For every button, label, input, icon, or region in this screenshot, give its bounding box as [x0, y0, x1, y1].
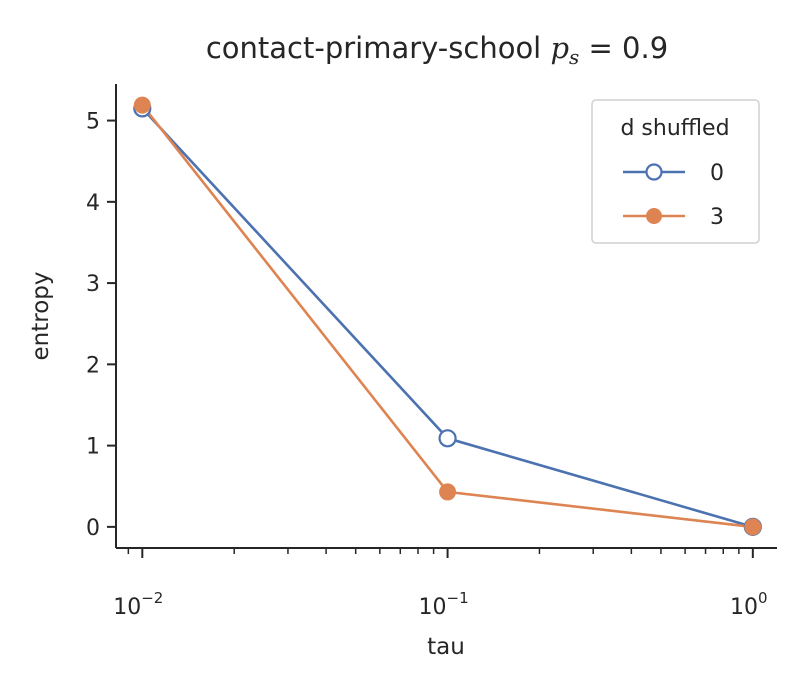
legend-marker-0: [645, 163, 663, 181]
chart-title-math-sub: s: [569, 45, 579, 69]
y-tick-label: 4: [86, 191, 100, 216]
y-axis-ticks: 0 1 2 3 4 5: [86, 110, 116, 541]
data-point-0: [438, 429, 457, 448]
y-tick-label: 3: [86, 272, 100, 297]
x-tick-label: 10−2: [113, 589, 163, 620]
x-tick-base: 10: [419, 595, 447, 620]
legend-title: d shuffled: [620, 116, 729, 141]
x-tick-label: 10−1: [419, 589, 469, 620]
y-tick-label: 2: [86, 353, 100, 378]
x-tick-label: 100: [730, 589, 768, 620]
legend: d shuffled 03: [591, 99, 760, 244]
y-tick-label: 5: [86, 110, 100, 135]
data-point-3: [133, 96, 151, 114]
y-tick-label: 0: [86, 516, 100, 541]
x-tick-base: 10: [113, 595, 141, 620]
y-axis-label: entropy: [28, 272, 54, 361]
legend-label-3: 3: [710, 205, 724, 230]
x-axis-ticks: 10−2 10−1 100: [113, 548, 768, 620]
x-tick-exponent: −1: [447, 589, 469, 607]
legend-entries: 03: [623, 161, 724, 230]
data-point-3: [439, 483, 457, 501]
x-tick-exponent: 0: [758, 589, 768, 607]
data-point-3: [744, 518, 762, 536]
chart-title-text: contact-primary-school: [206, 31, 551, 65]
chart-title-math-var: p: [550, 31, 569, 65]
x-tick-base: 10: [730, 595, 758, 620]
x-tick-exponent: −2: [141, 589, 163, 607]
legend-label-0: 0: [710, 161, 724, 186]
series-layer: [133, 96, 762, 536]
x-axis-label: tau: [427, 634, 465, 660]
chart-title: contact-primary-school ps = 0.9: [206, 31, 668, 69]
chart-title-math-rest: = 0.9: [579, 31, 668, 65]
y-tick-label: 1: [86, 435, 100, 460]
legend-marker-3: [646, 208, 662, 224]
x-axis-minor-ticks: [127, 548, 740, 554]
